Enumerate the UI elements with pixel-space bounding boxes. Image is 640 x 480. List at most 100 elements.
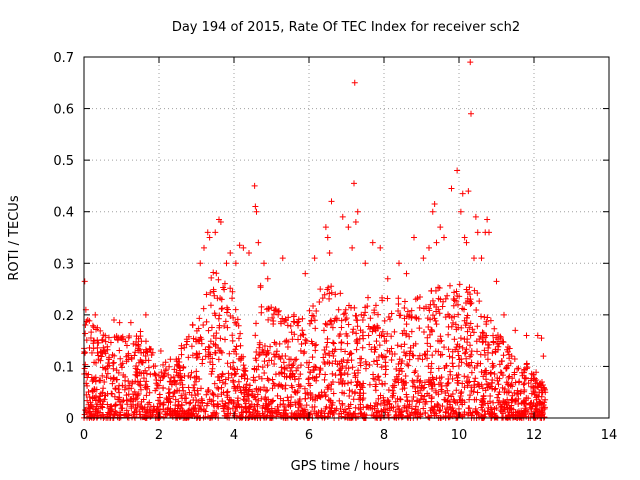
roti-point — [310, 302, 317, 309]
roti-point — [324, 384, 331, 391]
roti-point — [452, 399, 459, 406]
roti-point — [137, 386, 144, 393]
roti-point — [507, 360, 514, 367]
roti-point — [363, 412, 370, 419]
roti-point — [283, 374, 290, 381]
roti-point — [493, 405, 500, 412]
roti-point — [457, 411, 464, 418]
roti-point — [405, 362, 412, 369]
roti-point — [391, 376, 398, 383]
roti-point — [389, 350, 396, 357]
roti-point — [541, 404, 548, 411]
x-tick-label: 10 — [451, 428, 468, 443]
roti-point — [102, 338, 109, 345]
roti-point — [415, 373, 422, 380]
roti-point — [145, 364, 152, 371]
roti-point — [338, 317, 345, 324]
x-axis-label: GPS time / hours — [291, 459, 400, 474]
roti-point — [251, 413, 258, 420]
roti-point — [342, 306, 349, 313]
roti-point — [271, 361, 278, 368]
roti-point — [424, 334, 431, 341]
roti-point — [112, 385, 119, 392]
roti-point — [403, 332, 410, 339]
roti-point — [281, 318, 288, 325]
roti-point — [95, 352, 102, 359]
roti-point — [218, 305, 225, 312]
roti-point — [147, 346, 154, 353]
roti-point — [422, 352, 429, 359]
roti-point — [495, 346, 502, 353]
roti-point — [327, 408, 334, 415]
roti-point — [478, 313, 485, 320]
roti-point — [174, 405, 181, 412]
roti-point — [360, 329, 367, 336]
roti-point — [196, 350, 203, 357]
roti-point — [396, 367, 403, 374]
roti-point — [394, 395, 401, 402]
roti-point — [307, 390, 314, 397]
roti-point — [298, 340, 305, 347]
roti-point — [91, 359, 98, 366]
roti-point — [87, 335, 94, 342]
roti-point — [109, 380, 116, 387]
roti-point — [432, 348, 439, 355]
roti-point — [230, 314, 237, 321]
y-tick-label: 0.3 — [53, 257, 74, 272]
roti-point — [410, 352, 417, 359]
roti-point — [484, 216, 491, 223]
roti-point — [450, 396, 457, 403]
roti-point — [351, 79, 358, 86]
roti-point — [518, 407, 525, 414]
roti-point — [297, 371, 304, 378]
roti-point — [135, 342, 142, 349]
roti-point — [207, 289, 214, 296]
roti-point — [330, 390, 337, 397]
roti-point — [267, 343, 274, 350]
roti-point — [92, 406, 99, 413]
roti-point — [201, 244, 207, 251]
roti-point — [412, 411, 419, 418]
roti-point — [195, 408, 202, 415]
roti-point — [212, 413, 219, 420]
roti-point — [221, 322, 228, 329]
roti-point — [321, 291, 328, 298]
roti-point — [471, 396, 478, 403]
roti-point — [433, 375, 440, 382]
roti-point — [83, 337, 90, 344]
roti-point — [262, 387, 269, 394]
roti-point — [477, 333, 484, 340]
roti-point — [466, 362, 473, 369]
roti-point — [211, 310, 218, 317]
roti-point — [134, 401, 141, 408]
roti-point — [140, 375, 147, 382]
roti-point — [349, 364, 356, 371]
roti-point — [313, 410, 320, 417]
roti-point — [244, 375, 251, 382]
roti-point — [252, 203, 259, 210]
roti-point — [221, 408, 228, 415]
roti-point — [212, 229, 219, 236]
roti-point — [295, 316, 302, 323]
roti-point — [229, 405, 236, 412]
roti-point — [311, 317, 318, 324]
roti-point — [268, 405, 275, 412]
roti-point — [541, 414, 548, 421]
roti-point — [255, 352, 262, 359]
roti-point — [499, 372, 506, 379]
roti-point — [199, 400, 206, 407]
roti-point — [536, 381, 543, 388]
roti-point — [136, 346, 143, 353]
roti-point — [410, 394, 417, 401]
roti-point — [448, 185, 455, 192]
roti-point — [210, 269, 217, 276]
roti-point — [95, 412, 102, 419]
roti-point — [295, 375, 302, 382]
roti-point — [135, 341, 142, 348]
roti-point — [302, 336, 309, 343]
roti-point — [446, 353, 453, 360]
roti-point — [329, 339, 336, 346]
roti-point — [187, 399, 194, 406]
roti-point — [224, 388, 231, 395]
roti-point — [372, 387, 379, 394]
